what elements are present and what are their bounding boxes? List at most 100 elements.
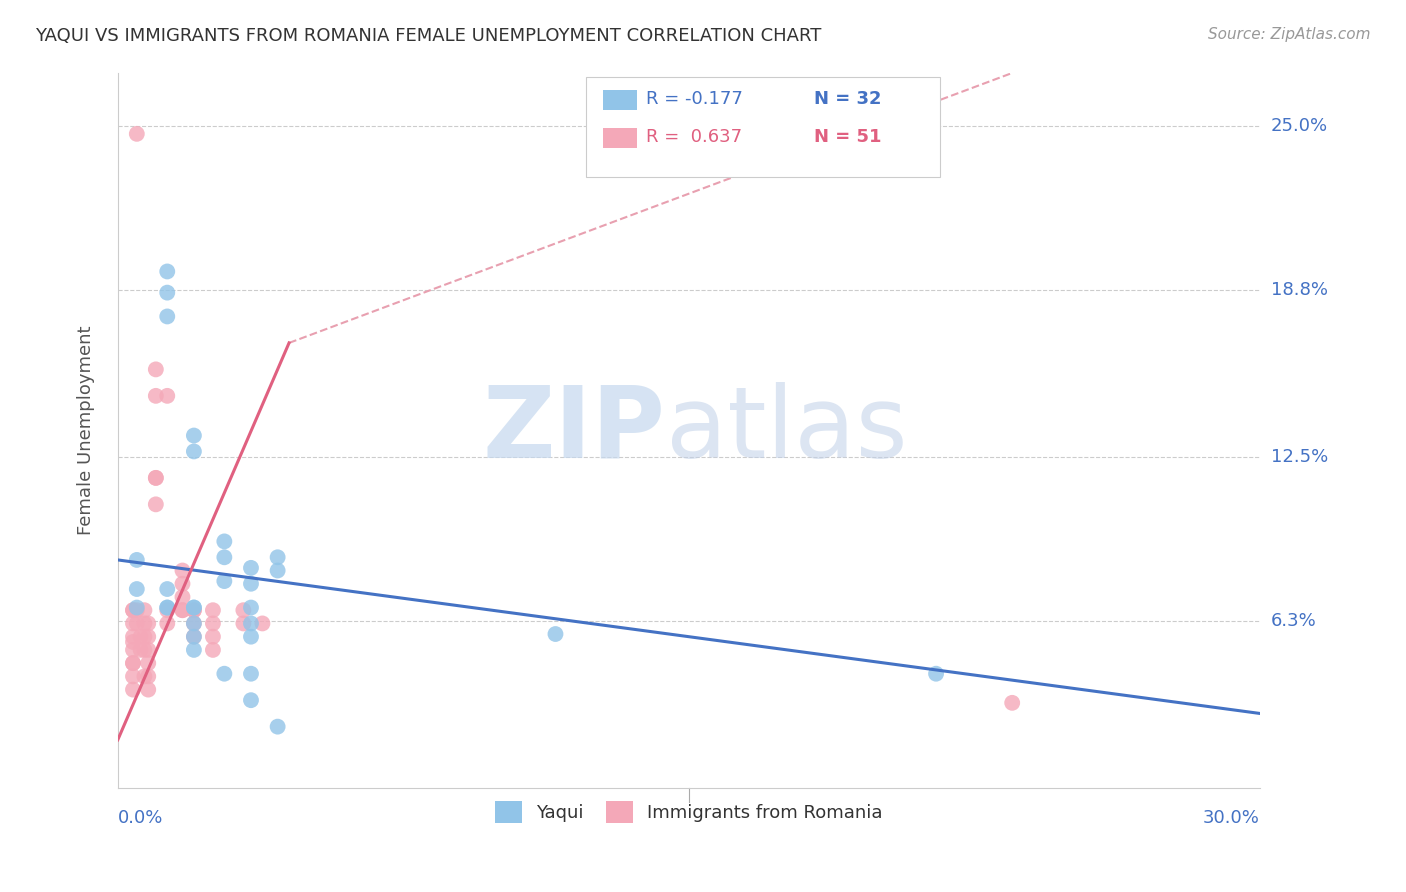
Point	[134, 603, 156, 617]
Point	[214, 534, 236, 549]
Point	[172, 576, 194, 591]
Text: 30.0%: 30.0%	[1202, 809, 1260, 827]
Point	[266, 550, 288, 565]
Point	[122, 603, 145, 617]
Text: Female Unemployment: Female Unemployment	[77, 326, 94, 535]
Point	[240, 600, 263, 615]
Point	[201, 630, 224, 644]
Point	[134, 616, 156, 631]
Point	[136, 643, 159, 657]
Point	[925, 666, 948, 681]
Point	[1001, 696, 1024, 710]
Text: atlas: atlas	[666, 382, 907, 479]
Point	[136, 630, 159, 644]
Point	[172, 590, 194, 604]
Point	[125, 616, 148, 631]
Point	[125, 553, 148, 567]
Point	[134, 630, 156, 644]
Point	[156, 616, 179, 631]
Point	[201, 603, 224, 617]
Text: ZIP: ZIP	[484, 382, 666, 479]
Point	[201, 643, 224, 657]
Point	[156, 603, 179, 617]
Point	[134, 643, 156, 657]
Point	[240, 666, 263, 681]
Point	[240, 561, 263, 575]
Text: R = -0.177: R = -0.177	[647, 90, 744, 109]
Bar	[603, 128, 637, 148]
Text: 0.0%: 0.0%	[118, 809, 163, 827]
Point	[156, 600, 179, 615]
Point	[122, 643, 145, 657]
Point	[183, 600, 205, 615]
Point	[183, 600, 205, 615]
Point	[240, 693, 263, 707]
Point	[125, 127, 148, 141]
Point	[183, 630, 205, 644]
FancyBboxPatch shape	[586, 77, 939, 177]
Point	[129, 643, 152, 657]
Point	[214, 574, 236, 588]
Point	[145, 389, 167, 403]
Point	[125, 603, 148, 617]
Point	[232, 616, 254, 631]
Point	[214, 666, 236, 681]
Point	[183, 643, 205, 657]
Point	[134, 669, 156, 683]
Text: 12.5%: 12.5%	[1271, 448, 1329, 466]
Point	[240, 630, 263, 644]
Point	[129, 630, 152, 644]
Point	[156, 582, 179, 596]
Point	[125, 600, 148, 615]
Point	[240, 616, 263, 631]
Point	[156, 310, 179, 324]
Point	[183, 616, 205, 631]
Point	[156, 389, 179, 403]
Bar	[603, 90, 637, 110]
Point	[183, 444, 205, 458]
Point	[266, 720, 288, 734]
Point	[183, 603, 205, 617]
Point	[172, 603, 194, 617]
Point	[136, 656, 159, 670]
Point	[183, 428, 205, 442]
Point	[145, 471, 167, 485]
Point	[240, 576, 263, 591]
Text: N = 51: N = 51	[814, 128, 882, 146]
Point	[125, 582, 148, 596]
Point	[183, 630, 205, 644]
Point	[136, 682, 159, 697]
Text: 25.0%: 25.0%	[1271, 117, 1329, 135]
Point	[172, 603, 194, 617]
Point	[136, 616, 159, 631]
Point	[252, 616, 274, 631]
Point	[232, 603, 254, 617]
Point	[172, 564, 194, 578]
Text: R =  0.637: R = 0.637	[647, 128, 742, 146]
Text: 6.3%: 6.3%	[1271, 612, 1317, 630]
Point	[122, 682, 145, 697]
Point	[122, 669, 145, 683]
Point	[183, 603, 205, 617]
Text: YAQUI VS IMMIGRANTS FROM ROMANIA FEMALE UNEMPLOYMENT CORRELATION CHART: YAQUI VS IMMIGRANTS FROM ROMANIA FEMALE …	[35, 27, 821, 45]
Point	[266, 564, 288, 578]
Point	[214, 550, 236, 565]
Text: 18.8%: 18.8%	[1271, 281, 1329, 299]
Point	[156, 600, 179, 615]
Point	[201, 616, 224, 631]
Point	[122, 635, 145, 649]
Text: Source: ZipAtlas.com: Source: ZipAtlas.com	[1208, 27, 1371, 42]
Point	[145, 362, 167, 376]
Point	[122, 616, 145, 631]
Point	[122, 630, 145, 644]
Point	[122, 656, 145, 670]
Point	[136, 669, 159, 683]
Legend: Yaqui, Immigrants from Romania: Yaqui, Immigrants from Romania	[488, 794, 890, 830]
Point	[156, 285, 179, 300]
Point	[156, 264, 179, 278]
Text: N = 32: N = 32	[814, 90, 882, 109]
Point	[544, 627, 567, 641]
Point	[122, 656, 145, 670]
Point	[145, 497, 167, 511]
Point	[183, 616, 205, 631]
